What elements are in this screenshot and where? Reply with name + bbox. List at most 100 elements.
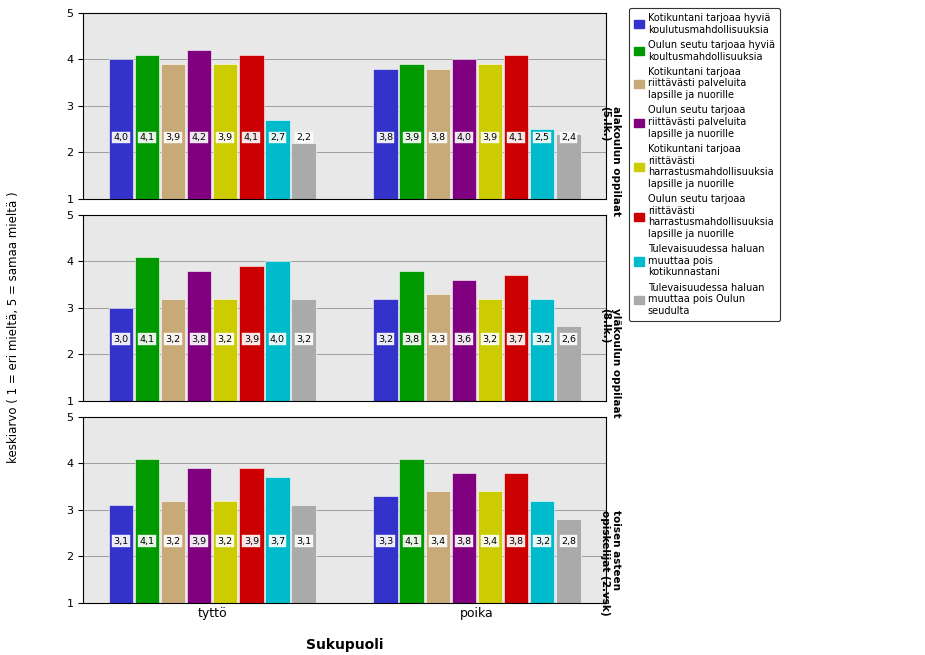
Bar	[291, 505, 315, 603]
Text: 3,4: 3,4	[483, 537, 498, 546]
Text: 3,9: 3,9	[244, 537, 259, 546]
Text: 2,2: 2,2	[296, 133, 311, 142]
Bar	[426, 294, 450, 401]
Text: 4,0: 4,0	[456, 133, 472, 142]
Bar	[451, 473, 476, 603]
Text: 4,1: 4,1	[404, 537, 419, 546]
Bar	[108, 60, 133, 198]
Text: 3,7: 3,7	[509, 335, 524, 344]
Text: 4,1: 4,1	[509, 133, 524, 142]
Text: 3,2: 3,2	[166, 335, 180, 344]
Text: 3,1: 3,1	[113, 537, 129, 546]
Bar	[504, 473, 528, 603]
Bar	[135, 257, 159, 401]
Text: 3,2: 3,2	[166, 537, 180, 546]
Text: 4,0: 4,0	[270, 335, 285, 344]
Bar	[530, 500, 554, 603]
Bar	[556, 326, 581, 401]
Bar	[478, 491, 502, 603]
Legend: Kotikuntani tarjoaa hyviä
koulutusmahdollisuuksia, Oulun seutu tarjoaa hyviä
kou: Kotikuntani tarjoaa hyviä koulutusmahdol…	[629, 8, 780, 321]
Text: 4,1: 4,1	[140, 133, 154, 142]
Text: 2,8: 2,8	[561, 537, 576, 546]
Bar	[374, 299, 398, 401]
Bar	[108, 308, 133, 401]
Bar	[400, 64, 424, 198]
Text: 3,6: 3,6	[456, 335, 472, 344]
Text: 4,2: 4,2	[191, 133, 206, 142]
Text: 3,3: 3,3	[430, 335, 446, 344]
Bar	[187, 50, 211, 198]
Text: 3,9: 3,9	[483, 133, 498, 142]
Text: yläkoulun oppilaat
(8.lk.): yläkoulun oppilaat (8.lk.)	[599, 308, 622, 417]
Bar	[504, 55, 528, 198]
Text: 3,8: 3,8	[404, 335, 419, 344]
Bar	[187, 271, 211, 401]
Text: 3,3: 3,3	[378, 537, 393, 546]
Text: 3,2: 3,2	[483, 335, 498, 344]
Text: 3,2: 3,2	[217, 537, 233, 546]
Text: 3,8: 3,8	[509, 537, 524, 546]
Bar	[135, 458, 159, 603]
Bar	[451, 60, 476, 198]
Text: 4,1: 4,1	[244, 133, 259, 142]
Text: 2,5: 2,5	[535, 133, 549, 142]
Text: 3,4: 3,4	[430, 537, 445, 546]
Bar	[161, 64, 185, 198]
Text: 2,7: 2,7	[270, 133, 285, 142]
Bar	[426, 69, 450, 198]
Text: 3,0: 3,0	[113, 335, 129, 344]
Bar	[374, 69, 398, 198]
Text: 3,9: 3,9	[217, 133, 233, 142]
Bar	[374, 496, 398, 603]
Bar	[108, 505, 133, 603]
Text: 3,9: 3,9	[244, 335, 259, 344]
Text: 3,9: 3,9	[191, 537, 206, 546]
Text: 3,8: 3,8	[456, 537, 472, 546]
Bar	[530, 129, 554, 198]
Text: 3,8: 3,8	[430, 133, 445, 142]
Bar	[478, 64, 502, 198]
Bar	[187, 468, 211, 603]
Text: 2,4: 2,4	[561, 133, 576, 142]
Bar	[451, 280, 476, 401]
Text: 3,2: 3,2	[217, 335, 233, 344]
Bar	[161, 500, 185, 603]
Bar	[240, 55, 264, 198]
Text: 3,2: 3,2	[378, 335, 393, 344]
Bar	[400, 458, 424, 603]
Bar	[400, 271, 424, 401]
Text: 2,6: 2,6	[561, 335, 576, 344]
Text: Sukupuoli: Sukupuoli	[306, 638, 383, 652]
Bar	[556, 519, 581, 603]
Text: 3,1: 3,1	[296, 537, 311, 546]
Text: 4,1: 4,1	[140, 335, 154, 344]
Bar	[530, 299, 554, 401]
Text: 3,8: 3,8	[378, 133, 393, 142]
Text: alakoulun oppilaat
(5.lk.): alakoulun oppilaat (5.lk.)	[599, 106, 622, 216]
Text: 3,2: 3,2	[535, 537, 549, 546]
Text: 3,2: 3,2	[535, 335, 549, 344]
Bar	[504, 275, 528, 401]
Bar	[426, 491, 450, 603]
Bar	[213, 299, 238, 401]
Text: 3,8: 3,8	[191, 335, 206, 344]
Text: 4,0: 4,0	[113, 133, 129, 142]
Bar	[240, 266, 264, 401]
Bar	[213, 500, 238, 603]
Text: 3,9: 3,9	[166, 133, 180, 142]
Bar	[161, 299, 185, 401]
Bar	[265, 261, 290, 401]
Text: keskiarvo ( 1 = eri mieltä, 5 = samaa mieltä ): keskiarvo ( 1 = eri mieltä, 5 = samaa mi…	[7, 192, 20, 463]
Bar	[213, 64, 238, 198]
Text: 4,1: 4,1	[140, 537, 154, 546]
Bar	[265, 477, 290, 603]
Text: toisen asteen
opiskelijat (2.vsk): toisen asteen opiskelijat (2.vsk)	[599, 510, 622, 616]
Text: 3,9: 3,9	[404, 133, 419, 142]
Bar	[135, 55, 159, 198]
Bar	[240, 468, 264, 603]
Bar	[556, 134, 581, 198]
Bar	[265, 120, 290, 198]
Text: 3,2: 3,2	[296, 335, 311, 344]
Text: 3,7: 3,7	[270, 537, 285, 546]
Bar	[291, 299, 315, 401]
